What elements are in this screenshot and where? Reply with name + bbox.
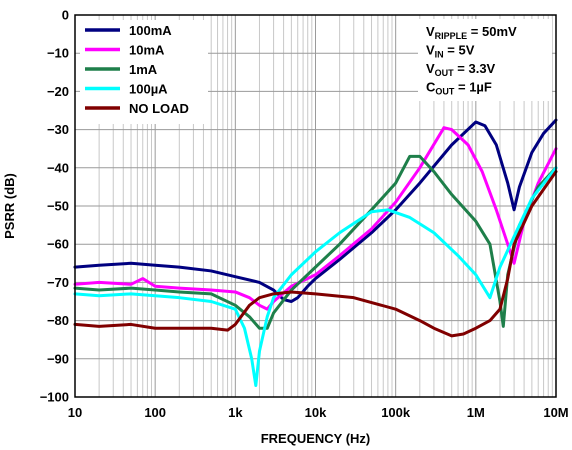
y-tick-label: −60 xyxy=(47,237,69,252)
series-line xyxy=(73,166,558,388)
x-tick-label: 10 xyxy=(68,405,82,420)
x-tick-label: 10k xyxy=(305,405,327,420)
condition-line: VIN = 5V xyxy=(426,43,475,60)
x-tick-label: 10M xyxy=(543,405,568,420)
condition-line: VOUT = 3.3V xyxy=(426,61,496,78)
y-tick-label: −20 xyxy=(47,84,69,99)
y-tick-label: −10 xyxy=(47,46,69,61)
series-line xyxy=(73,170,558,338)
y-tick-label: −90 xyxy=(47,351,69,366)
legend-label: 100µA xyxy=(129,82,168,97)
x-axis-title: FREQUENCY (Hz) xyxy=(261,431,371,446)
legend: 100mA 10mA 1mA 100µA NO LOAD xyxy=(80,20,208,124)
y-tick-label: 0 xyxy=(62,8,69,23)
series-layer xyxy=(73,118,558,388)
legend-label: 100mA xyxy=(129,23,172,38)
y-tick-label: −100 xyxy=(40,390,69,405)
legend-label: NO LOAD xyxy=(129,101,189,116)
series-line xyxy=(73,126,558,311)
y-tick-label: −40 xyxy=(47,160,69,175)
x-tick-label: 1k xyxy=(228,405,243,420)
series-line xyxy=(73,154,558,330)
condition-line: VRIPPLE = 50mV xyxy=(426,24,517,41)
legend-label: 10mA xyxy=(129,43,165,58)
y-tick-label: −50 xyxy=(47,199,69,214)
y-tick-label: −30 xyxy=(47,122,69,137)
x-tick-label: 100k xyxy=(381,405,411,420)
x-tick-labels: 10 100 1k 10k 100k 1M 10M xyxy=(68,405,569,420)
x-tick-label: 1M xyxy=(467,405,485,420)
condition-line: COUT = 1µF xyxy=(426,80,492,97)
y-tick-label: −70 xyxy=(47,275,69,290)
x-tick-label: 100 xyxy=(144,405,166,420)
legend-label: 1mA xyxy=(129,62,158,77)
y-tick-label: −80 xyxy=(47,313,69,328)
y-tick-labels: 0 −10 −20 −30 −40 −50 −60 −70 −80 −90 −100 xyxy=(40,8,69,405)
plot-frame xyxy=(74,14,557,398)
series-line xyxy=(73,118,558,303)
y-axis-title: PSRR (dB) xyxy=(2,173,17,239)
conditions-background xyxy=(418,19,552,101)
